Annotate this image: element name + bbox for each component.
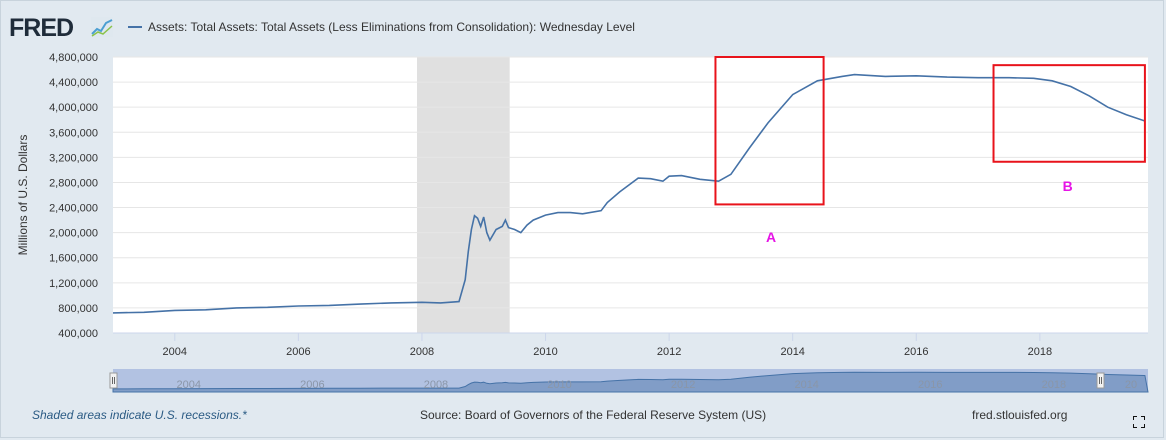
fred-logo[interactable]: FRED [9,14,74,42]
fullscreen-icon[interactable] [1133,416,1145,428]
legend[interactable]: Assets: Total Assets: Total Assets (Less… [128,20,635,34]
recession-note: Shaded areas indicate U.S. recessions.* [32,408,247,422]
line-graph-icon [91,17,113,37]
legend-swatch [128,26,142,28]
site-link[interactable]: fred.stlouisfed.org [972,408,1068,422]
legend-label: Assets: Total Assets: Total Assets (Less… [148,20,635,34]
source-text: Source: Board of Governors of the Federa… [420,408,767,422]
